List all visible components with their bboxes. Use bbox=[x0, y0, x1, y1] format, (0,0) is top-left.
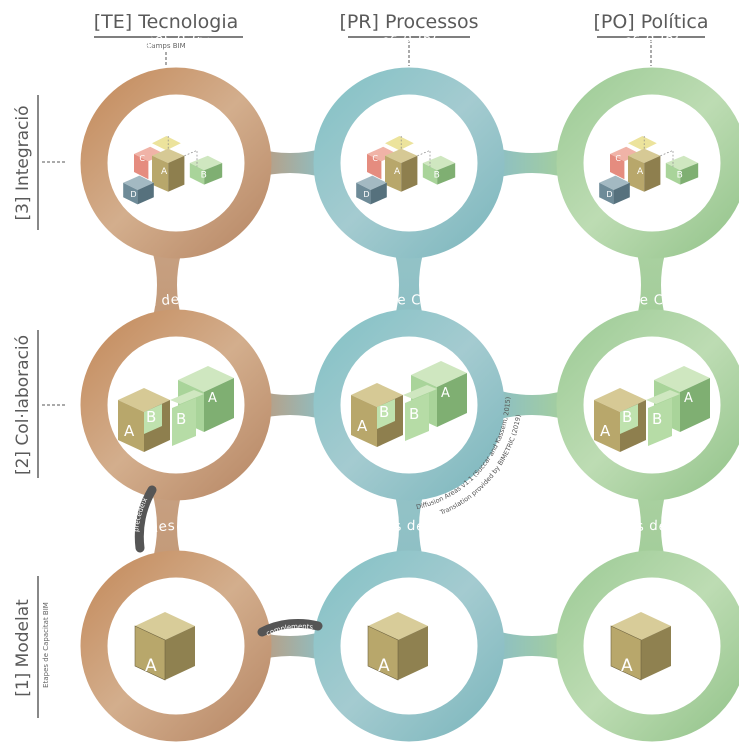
svg-text:A: A bbox=[378, 656, 390, 676]
svg-text:A: A bbox=[145, 656, 157, 676]
relation-precedes: precedeix bbox=[132, 485, 157, 553]
connector-v-po-1 bbox=[636, 250, 666, 320]
svg-text:A: A bbox=[621, 656, 633, 676]
connector-h-2a bbox=[255, 390, 325, 420]
svg-text:B: B bbox=[146, 408, 156, 426]
column-header-policy: [PO] Política bbox=[593, 11, 709, 66]
svg-text:D: D bbox=[130, 189, 136, 199]
svg-text:A: A bbox=[637, 167, 644, 177]
ring-po-modelling bbox=[556, 550, 739, 742]
ring-te-modelling bbox=[80, 550, 272, 742]
column-header-technology: [TE] Tecnologia Camps BIM bbox=[94, 11, 243, 66]
svg-text:A: A bbox=[441, 386, 450, 401]
connector-h-3b bbox=[497, 631, 567, 661]
connector-h-1b bbox=[497, 148, 567, 178]
row-header-integration: [3] Integració bbox=[13, 95, 66, 230]
connectors bbox=[152, 148, 666, 661]
modelling-cube-icon: A bbox=[610, 611, 672, 681]
svg-text:D: D bbox=[363, 189, 369, 199]
svg-text:[2] Col·laboració: [2] Col·laboració bbox=[13, 335, 33, 475]
integration-assembly-icon: C A B D bbox=[598, 135, 699, 205]
ring-po-collaboration bbox=[556, 309, 739, 501]
connector-h-2b bbox=[497, 390, 567, 420]
svg-text:B: B bbox=[677, 170, 683, 180]
connector-h-1a bbox=[255, 148, 325, 178]
ring-pr-collaboration bbox=[313, 309, 505, 501]
svg-text:D: D bbox=[606, 189, 612, 199]
svg-text:[1] Modelat: [1] Modelat bbox=[13, 599, 33, 697]
connector-h-3a bbox=[255, 631, 325, 661]
collaboration-cubes-icon: A B B A bbox=[118, 366, 234, 452]
svg-text:B: B bbox=[201, 170, 207, 180]
ring-po-integration bbox=[556, 67, 739, 259]
row-header-modelling: [1] Modelat Etapes de Capacitat BIM bbox=[13, 576, 50, 718]
connector-v-pr-2 bbox=[394, 492, 424, 562]
modelling-cube-icon: A bbox=[134, 611, 196, 681]
ring-pr-integration bbox=[313, 67, 505, 259]
integration-assembly-icon: C A B D bbox=[355, 135, 456, 205]
rings bbox=[80, 67, 739, 742]
svg-text:[PO] Política: [PO] Política bbox=[593, 11, 708, 33]
svg-text:B: B bbox=[622, 408, 632, 426]
ring-pr-modelling bbox=[313, 550, 505, 742]
connector-v-po-2 bbox=[636, 492, 666, 562]
ring-te-integration bbox=[80, 67, 272, 259]
ring-te-collaboration bbox=[80, 309, 272, 501]
svg-text:A: A bbox=[600, 422, 611, 440]
svg-text:C: C bbox=[372, 153, 378, 163]
svg-text:A: A bbox=[357, 417, 368, 435]
modelling-cube-icon: A bbox=[367, 611, 429, 681]
svg-text:A: A bbox=[394, 167, 401, 177]
svg-text:[PR] Processos: [PR] Processos bbox=[339, 11, 478, 33]
connector-v-pr-1 bbox=[394, 250, 424, 320]
bim-stages-label: Etapes de Capacitat BIM bbox=[42, 602, 50, 688]
svg-text:A: A bbox=[124, 422, 135, 440]
svg-text:B: B bbox=[176, 410, 186, 428]
column-header-process: [PR] Processos bbox=[339, 11, 479, 66]
svg-text:B: B bbox=[434, 170, 440, 180]
svg-text:[3] Integració: [3] Integració bbox=[13, 105, 33, 220]
svg-text:B: B bbox=[409, 405, 419, 423]
svg-text:C: C bbox=[615, 153, 621, 163]
bim-fields-label: Camps BIM bbox=[146, 42, 185, 50]
integration-assembly-icon: C A B D bbox=[122, 135, 223, 205]
svg-text:A: A bbox=[208, 391, 217, 406]
svg-text:A: A bbox=[684, 391, 693, 406]
row-header-collaboration: [2] Col·laboració bbox=[13, 330, 66, 478]
collaboration-cubes-icon: A B B A bbox=[351, 361, 467, 447]
connector-v-te-1 bbox=[152, 250, 182, 320]
svg-text:B: B bbox=[652, 410, 662, 428]
svg-text:B: B bbox=[379, 403, 389, 421]
svg-text:A: A bbox=[161, 167, 168, 177]
collaboration-cubes-icon: A B B A bbox=[594, 366, 710, 452]
svg-text:[TE] Tecnologia: [TE] Tecnologia bbox=[94, 11, 239, 33]
connector-v-te-2 bbox=[152, 492, 182, 562]
svg-text:C: C bbox=[139, 153, 145, 163]
